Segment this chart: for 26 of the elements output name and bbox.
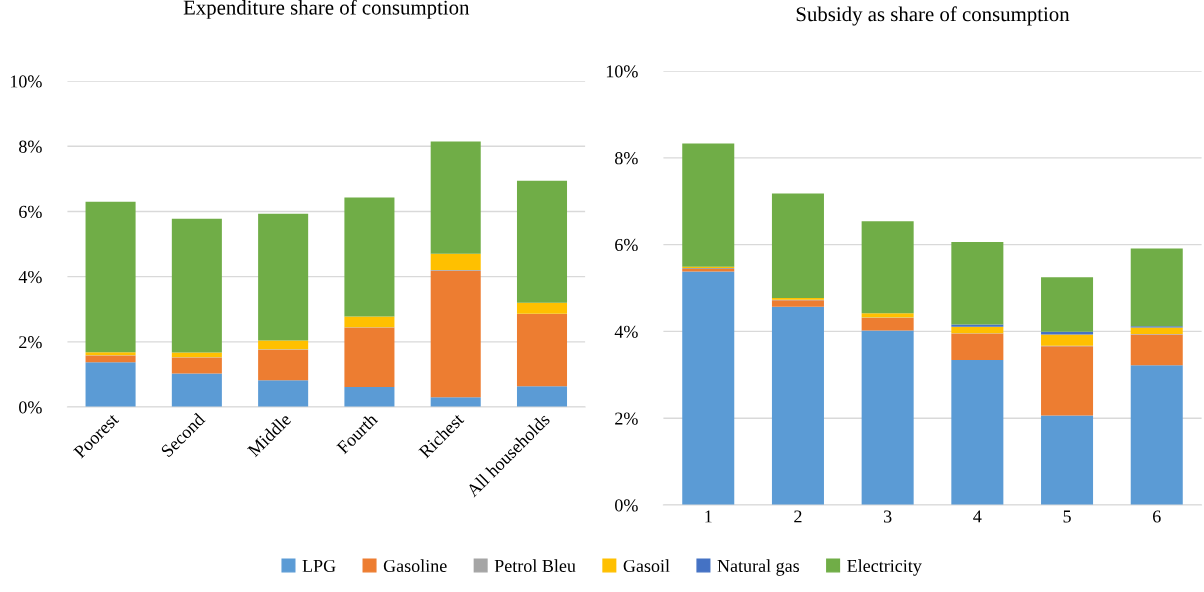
- x-tick-label: 5: [1063, 510, 1071, 523]
- y-tick-label: 4%: [18, 270, 42, 284]
- y-tick-label: 4%: [614, 325, 638, 338]
- y-tick-label: 0%: [19, 401, 42, 414]
- legend-label: Gasoline: [383, 559, 447, 573]
- legend-label: LPG: [302, 559, 336, 573]
- chart-title: Expenditure share of consumption: [183, 0, 470, 19]
- chart-title: Subsidy as share of consumption: [796, 6, 1070, 26]
- legend-label: Natural gas: [717, 559, 800, 576]
- y-tick-label: 6%: [19, 205, 42, 218]
- y-tick-label: 0%: [615, 499, 638, 512]
- y-tick-label: 2%: [19, 336, 42, 349]
- legend-label: Petrol Bleu: [494, 559, 576, 573]
- x-tick-label: 1: [705, 510, 712, 523]
- y-tick-label: 10%: [10, 75, 42, 88]
- y-tick-label: 2%: [615, 412, 638, 425]
- x-tick-label: 3: [884, 510, 892, 523]
- y-tick-label: 8%: [615, 152, 638, 165]
- legend-label: Gasoil: [623, 559, 670, 573]
- x-tick-label: 6: [1153, 510, 1161, 523]
- x-tick-label: 2: [794, 510, 802, 523]
- y-tick-label: 10%: [606, 65, 638, 78]
- legend-label: Electricity: [847, 559, 922, 576]
- x-tick-label: 4: [973, 510, 982, 523]
- y-tick-label: 8%: [19, 140, 42, 153]
- y-tick-label: 6%: [615, 238, 638, 252]
